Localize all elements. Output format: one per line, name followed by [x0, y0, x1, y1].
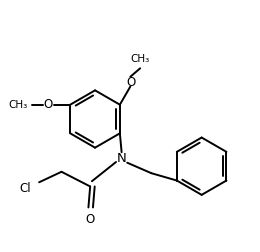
Text: O: O [44, 98, 53, 111]
Text: O: O [86, 213, 95, 226]
Text: N: N [117, 152, 127, 165]
Text: O: O [126, 76, 136, 89]
Text: Cl: Cl [20, 182, 31, 195]
Text: CH₃: CH₃ [8, 100, 28, 110]
Text: CH₃: CH₃ [131, 54, 150, 64]
